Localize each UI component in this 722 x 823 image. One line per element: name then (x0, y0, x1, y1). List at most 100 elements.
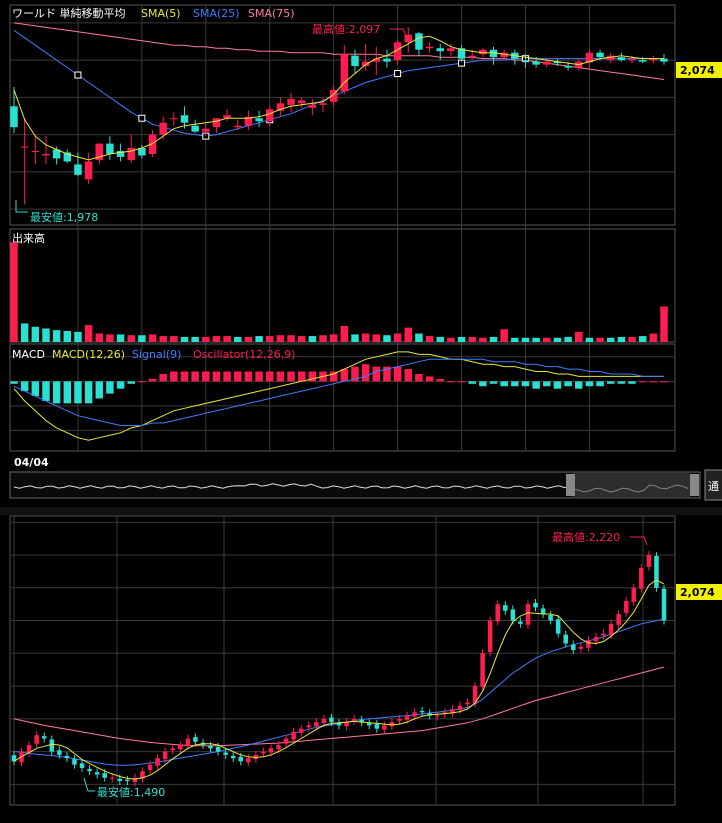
volume-bar (116, 334, 125, 342)
daily-current-price-tag (676, 584, 722, 600)
daily-low-arrow (83, 777, 95, 792)
sma75-path (13, 22, 665, 80)
intraday-date-label: 04/04 (14, 456, 49, 469)
oscillator-bar (393, 366, 402, 382)
oscillator-bar (31, 381, 40, 397)
oscillator-bar (138, 381, 146, 383)
volume-bar (575, 331, 583, 342)
daily-candle-body (57, 750, 62, 755)
candle-body (106, 143, 114, 154)
intraday-chart: ワールド 単純移動平均 SMA(5) SMA(25) SMA(75) 最高値:2… (9, 4, 722, 501)
daily-candle-body (578, 646, 584, 649)
oscillator-bar (340, 369, 349, 382)
daily-price-frame (9, 515, 676, 806)
oscillator-bar (660, 381, 668, 383)
candle-body (116, 151, 125, 157)
intraday-scroll-handle-right[interactable] (690, 474, 699, 496)
oscillator-bar (191, 371, 199, 382)
volume-bar (276, 335, 285, 342)
volume-bar (329, 334, 338, 342)
volume-frame (9, 228, 676, 343)
intraday-sma75-line (13, 22, 665, 80)
daily-candle-body (11, 755, 17, 762)
volume-bar (95, 333, 103, 342)
scroll-nav-button[interactable] (704, 469, 722, 501)
volume-bar (170, 336, 178, 342)
daily-candle-body (631, 587, 637, 602)
daily-sma5-line (13, 579, 665, 780)
oscillator-bar (297, 371, 306, 382)
volume-title: 出来高 (12, 231, 45, 245)
candle-body (170, 118, 178, 120)
daily-candle-body (72, 759, 77, 765)
daily-candle-body (351, 718, 357, 721)
oscillator-bar (436, 378, 444, 382)
daily-candle-body (563, 634, 569, 644)
oscillator-bar (372, 366, 381, 382)
volume-bar (255, 336, 263, 342)
volume-bar (383, 335, 391, 342)
macd-lines (13, 351, 664, 441)
candle-body (617, 57, 626, 61)
daily-candle-body (253, 754, 259, 760)
daily-candle-body (208, 746, 213, 749)
scroll-nav-button-label: 通 (708, 480, 719, 493)
oscillator-bar (511, 381, 519, 387)
daily-candle-body (102, 773, 107, 778)
candle-body (415, 33, 423, 50)
intraday-scroll-window[interactable] (572, 473, 690, 497)
volume-bar (393, 333, 402, 342)
oscillator-bar (564, 381, 572, 387)
oscillator-bar (159, 373, 167, 382)
daily-candle-body (276, 745, 281, 750)
candle-body (148, 134, 157, 154)
daily-candle-body (230, 755, 236, 759)
oscillator-bar (479, 381, 487, 387)
daily-candle-body (246, 758, 251, 763)
volume-bar (425, 336, 434, 342)
volume-bar (159, 336, 167, 342)
daily-candle-body (525, 604, 531, 625)
daily-candle-body (608, 623, 614, 635)
daily-candle-body (79, 763, 85, 768)
daily-candle-body (359, 719, 364, 723)
daily-candle-body (540, 608, 546, 614)
daily-candle-body (329, 717, 334, 723)
sma25-path (13, 29, 664, 137)
volume-bar (511, 337, 519, 342)
oscillator-bar (308, 371, 317, 382)
daily-current-price: 2,074 (680, 586, 715, 599)
daily-high-arrow (630, 536, 648, 546)
intraday-scroll-handle-left[interactable] (566, 474, 575, 496)
intraday-current-price: 2,074 (680, 64, 715, 77)
volume-bar (10, 242, 18, 342)
candle-body (457, 48, 466, 59)
candle-body (255, 118, 263, 122)
candle-body (553, 61, 562, 64)
daily-candle-body (518, 621, 523, 624)
volume-bar (638, 336, 647, 342)
daily-candle-body (457, 705, 463, 710)
daily-candle-body (503, 605, 508, 611)
volume-bar (20, 323, 29, 342)
daily-candle-body (495, 604, 500, 622)
macd-line (13, 351, 664, 441)
intraday-high-arrow (390, 28, 407, 36)
oscillator-bar (180, 371, 189, 382)
daily-candle-body (223, 752, 228, 755)
oscillator-bar (425, 376, 434, 382)
volume-bar (191, 336, 199, 342)
candle-body (351, 55, 359, 67)
oscillator-bar (84, 381, 93, 404)
oscillator-bar (287, 371, 295, 382)
volume-bar (148, 334, 157, 342)
volume-bar (447, 337, 455, 342)
daily-candle-body (533, 602, 538, 608)
candle-body (628, 58, 636, 61)
daily-candle-body (434, 715, 440, 717)
daily-candle-body (109, 777, 115, 779)
daily-candle-body (291, 731, 296, 740)
oscillator-bar (52, 381, 61, 404)
oscillator-bar (42, 381, 50, 401)
volume-bar (319, 335, 327, 342)
